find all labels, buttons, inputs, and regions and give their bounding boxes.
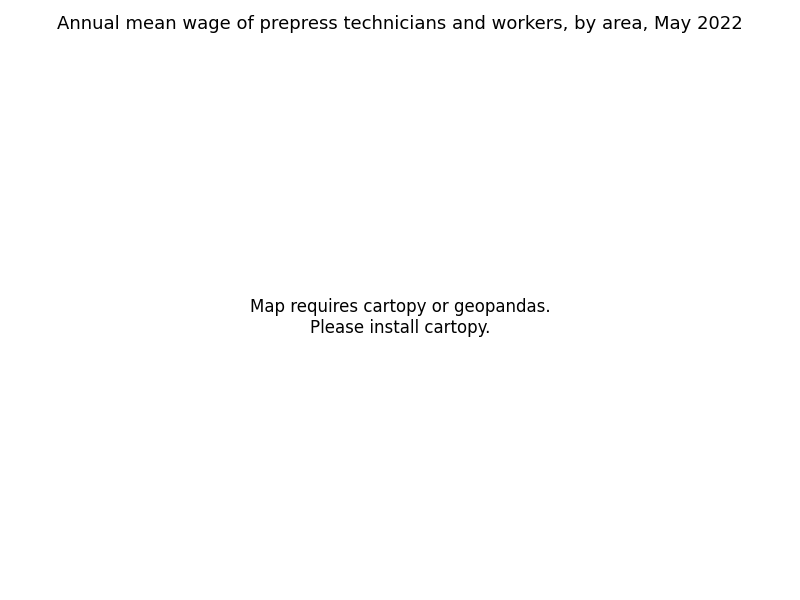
Title: Annual mean wage of prepress technicians and workers, by area, May 2022: Annual mean wage of prepress technicians… [57, 15, 743, 33]
Text: Map requires cartopy or geopandas.
Please install cartopy.: Map requires cartopy or geopandas. Pleas… [250, 298, 550, 337]
